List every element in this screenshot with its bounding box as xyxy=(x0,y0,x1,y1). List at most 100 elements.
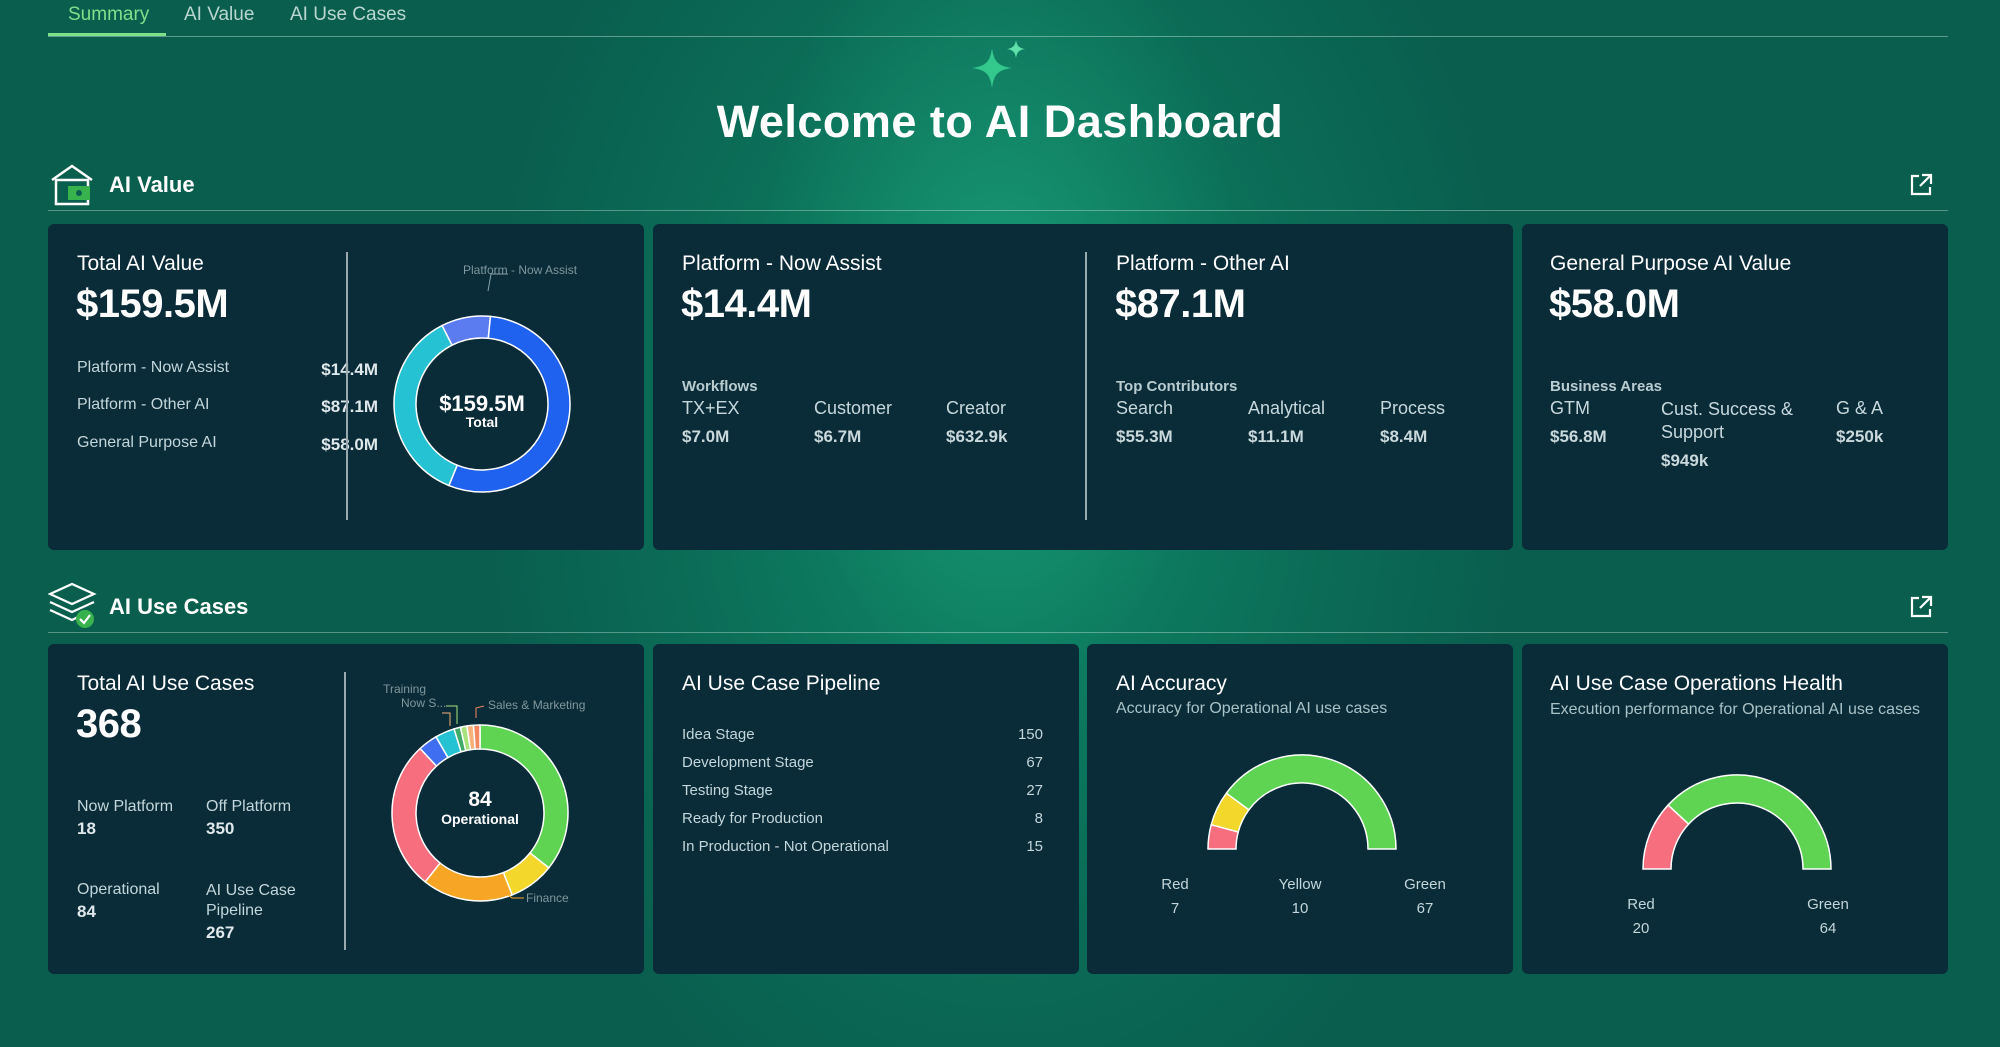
divider xyxy=(1085,252,1087,520)
stat-label: Operational xyxy=(77,881,160,898)
general-value: $58.0M xyxy=(1549,282,1680,326)
now-assist-value: $14.4M xyxy=(681,282,812,326)
column-name: TX+EX xyxy=(682,398,740,418)
column-value: $56.8M xyxy=(1550,427,1607,446)
card-subtitle: Accuracy for Operational AI use cases xyxy=(1116,700,1388,717)
gauge-segment[interactable] xyxy=(1667,774,1832,870)
total-ai-value-card[interactable]: Total AI Value $159.5M Platform - Now As… xyxy=(48,224,644,550)
sparkle-icon xyxy=(972,40,1025,88)
row-label: Platform - Other AI xyxy=(77,396,210,413)
donut-segment[interactable] xyxy=(393,324,459,487)
column-value: $250k xyxy=(1836,427,1884,446)
donut-segment[interactable] xyxy=(472,724,481,750)
donut-callout-label: Training xyxy=(383,682,426,696)
donut-segment[interactable] xyxy=(479,724,569,869)
donut-center-label: Operational xyxy=(441,811,519,827)
pipeline-row-label: Development Stage xyxy=(682,754,814,771)
row-value: $87.1M xyxy=(321,397,378,416)
tab-ai-use-cases[interactable]: AI Use Cases xyxy=(290,4,407,25)
platform-ai-card[interactable]: Platform - Now Assist $14.4M Workflows T… xyxy=(653,224,1513,550)
row-label: General Purpose AI xyxy=(77,434,217,451)
pipeline-row-label: In Production - Not Operational xyxy=(682,838,889,855)
donut-segment[interactable] xyxy=(424,861,514,902)
other-ai-value: $87.1M xyxy=(1115,282,1246,326)
pipeline-row-label: Testing Stage xyxy=(682,782,773,799)
use-cases-donut-chart[interactable]: Training Now S... Sales & Marketing Fina… xyxy=(346,668,642,928)
pipeline-row-label: Idea Stage xyxy=(682,726,755,743)
total-use-cases-value: 368 xyxy=(76,702,142,746)
donut-center-value: $159.5M xyxy=(439,391,525,416)
column-name: Creator xyxy=(946,398,1007,418)
stat-label: Off Platform xyxy=(206,798,292,815)
column-name: Search xyxy=(1116,398,1174,418)
column-value: $6.7M xyxy=(814,427,862,446)
group-label: Top Contributors xyxy=(1116,378,1238,395)
ai-accuracy-card[interactable]: AI Accuracy Accuracy for Operational AI … xyxy=(1087,644,1513,974)
row-value: $14.4M xyxy=(321,360,378,379)
column-value: $11.1M xyxy=(1248,427,1304,446)
column-value: $8.4M xyxy=(1380,427,1428,446)
card-title: Platform - Now Assist xyxy=(682,252,882,275)
operations-health-card[interactable]: AI Use Case Operations Health Execution … xyxy=(1522,644,1948,974)
active-tab-indicator xyxy=(48,33,166,36)
column-value: $55.3M xyxy=(1116,427,1173,446)
page-title: Welcome to AI Dashboard xyxy=(716,96,1284,147)
general-purpose-ai-card[interactable]: General Purpose AI Value $58.0M Business… xyxy=(1522,224,1948,550)
column-name: G & A xyxy=(1836,398,1884,418)
donut-callout-label: Platform - Now Assist xyxy=(463,263,578,277)
column-name: Cust. Success & Support xyxy=(1661,399,1794,442)
stat-label: Now Platform xyxy=(77,798,174,815)
column-value: $632.9k xyxy=(946,427,1008,446)
gauge-legend-label: Yellow xyxy=(1278,876,1322,893)
section-title: AI Use Cases xyxy=(109,594,249,619)
row-value: $58.0M xyxy=(321,435,378,454)
layers-check-icon xyxy=(48,582,97,628)
gauge-legend-value: 67 xyxy=(1416,900,1434,917)
column-name: Analytical xyxy=(1248,398,1326,418)
donut-callout-label: Now S... xyxy=(401,696,446,710)
column-name: GTM xyxy=(1550,398,1590,418)
divider xyxy=(344,672,346,950)
pipeline-row-value: 15 xyxy=(1026,838,1043,855)
column-value: $7.0M xyxy=(682,427,730,446)
donut-segment[interactable] xyxy=(391,747,442,883)
divider xyxy=(346,252,348,520)
donut-center-label: Total xyxy=(466,414,498,430)
stat-value: 18 xyxy=(77,819,96,838)
stat-value: 84 xyxy=(77,902,96,921)
row-label: Platform - Now Assist xyxy=(77,359,230,376)
pipeline-row-value: 150 xyxy=(1017,726,1043,743)
gauge-legend-value: 20 xyxy=(1632,920,1650,937)
stat-value: 350 xyxy=(206,819,235,838)
gauge-legend-label: Green xyxy=(1404,876,1446,893)
tab-ai-value[interactable]: AI Value xyxy=(184,4,255,25)
card-subtitle: Execution performance for Operational AI… xyxy=(1550,701,1920,718)
open-external-icon[interactable] xyxy=(1908,172,1934,198)
tab-summary[interactable]: Summary xyxy=(68,4,150,25)
donut-center-value: 84 xyxy=(468,788,492,811)
column-name: Process xyxy=(1380,398,1446,418)
group-label: Business Areas xyxy=(1550,378,1663,395)
section-title: AI Value xyxy=(109,172,195,197)
gauge-segment[interactable] xyxy=(1225,754,1397,850)
group-label: Workflows xyxy=(682,378,758,395)
gauge-legend-label: Red xyxy=(1161,876,1189,893)
operations-health-gauge[interactable] xyxy=(1632,762,1842,882)
house-money-icon xyxy=(51,164,93,206)
pipeline-card[interactable]: AI Use Case Pipeline Idea Stage 150 Deve… xyxy=(653,644,1079,974)
total-ai-use-cases-card[interactable]: Total AI Use Cases 368 Now Platform 18 O… xyxy=(48,644,644,974)
stat-label: AI Use Case Pipeline xyxy=(206,882,296,919)
column-value: $949k xyxy=(1661,451,1709,470)
total-value: $159.5M xyxy=(76,282,229,326)
pipeline-row-value: 67 xyxy=(1026,754,1043,771)
column-name: Customer xyxy=(814,398,893,418)
accuracy-gauge[interactable] xyxy=(1197,742,1407,862)
donut-callout-label: Sales & Marketing xyxy=(488,698,585,712)
ai-value-donut-chart[interactable]: Platform - Now Assist $159.5M Total xyxy=(378,244,638,504)
gauge-legend-label: Green xyxy=(1807,896,1849,913)
card-title: Total AI Use Cases xyxy=(77,672,255,695)
donut-segment[interactable] xyxy=(447,315,571,493)
section-header-ai-use-cases: AI Use Cases xyxy=(48,582,1948,633)
open-external-icon[interactable] xyxy=(1908,594,1934,620)
gauge-legend-label: Red xyxy=(1627,896,1655,913)
